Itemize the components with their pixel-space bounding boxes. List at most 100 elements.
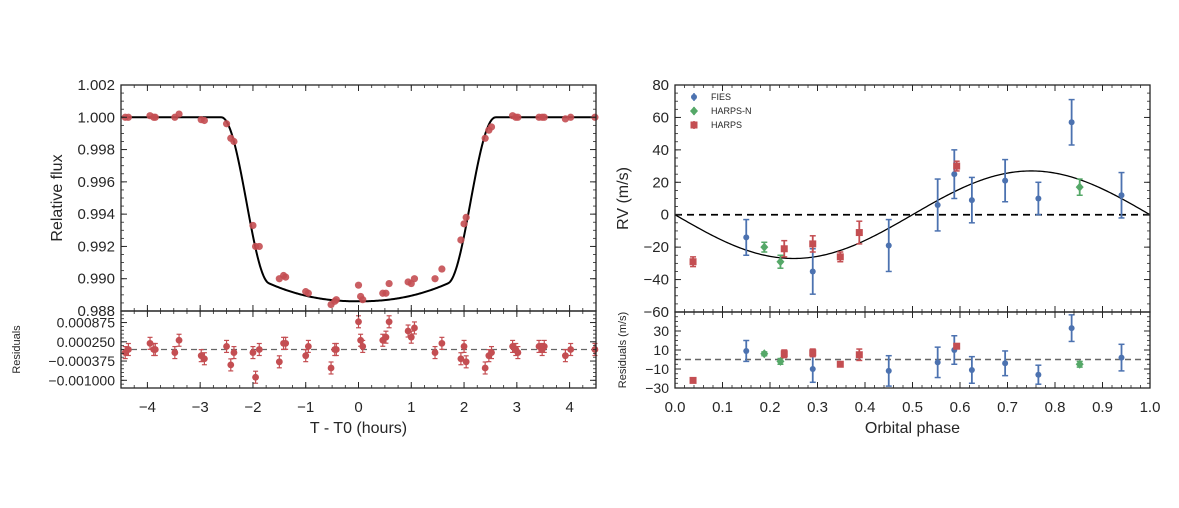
x-tick-label: 0 [354,399,362,416]
y-tick-label: 0 [661,207,669,224]
legend-marker-harps [690,121,698,129]
fies-data-point [809,268,816,275]
flux-data-point [282,273,290,281]
residual-data-point [275,358,283,366]
legend-marker-fies [691,94,697,100]
residual-harps-data-point [855,351,863,359]
residual-fies-data-point [968,366,975,373]
fies-data-point [1002,177,1009,184]
y-tick-label: 40 [652,142,669,159]
y-axis-label: RV (m/s) [615,167,632,230]
rv-model-curve [674,170,1151,260]
x-tick-label: −3 [192,399,209,416]
radial-velocity-plot: −60 −40 −20 0 20 40 60 80 RV (m/s) FIES HARPS-N HAR… [615,77,1160,437]
harps-data-point [689,258,697,266]
residual-data-point [146,339,154,347]
y-tick-label: 60 [652,109,669,126]
y-tick-label: 0.990 [77,271,115,288]
top-panel-frame [120,84,597,312]
residual-data-point [227,361,235,369]
residual-harps-n-data-point [1075,359,1084,369]
flux-data-point [175,110,183,118]
x-tick-label: −4 [139,399,156,416]
residual-data-point [200,355,208,363]
residual-data-point [327,364,335,372]
residual-y-axis-label: Residuals (m/s) [617,312,629,388]
y-tick-label: −0.000375 [48,353,115,369]
residual-data-point [124,346,132,353]
x-tick-label: 4 [565,399,573,416]
harps-n-data-point [776,257,785,267]
x-tick-label: 0.4 [855,399,876,416]
flux-data-point [438,265,446,273]
harps-n-data-point [1075,182,1084,192]
residual-data-point [151,346,159,353]
residual-fies-data-point [1068,325,1075,332]
residual-data-point [514,349,522,356]
y-tick-label: −30 [645,380,669,396]
x-tick-label: 0.9 [1092,399,1113,416]
fies-data-point [743,234,750,241]
y-tick-label: −10 [645,361,669,377]
residual-harps-data-point [809,349,817,357]
y-tick-label: 0.000250 [57,334,116,350]
residual-fies-data-point [809,366,816,372]
residual-data-point [561,352,569,360]
x-tick-label: 0.5 [902,399,923,416]
flux-data-point [255,242,263,251]
harps-data-point [780,245,788,253]
residual-data-point [223,343,230,350]
harps-data-point [855,229,863,237]
harps-n-data-point [760,242,769,252]
y-axis-label: Relative flux [49,154,66,241]
flux-data-point [457,236,465,244]
residual-fies-data-point [1118,354,1125,361]
fies-data-point [1118,192,1125,199]
y-tick-label: 1.002 [77,77,115,94]
residual-data-point [460,343,468,350]
y-tick-label: 80 [652,77,669,94]
residual-data-point [431,349,439,356]
flux-data-point [200,116,208,125]
flux-data-point [410,275,419,283]
harps-data-point [809,240,817,248]
y-tick-label: 0.998 [77,142,115,159]
flux-data-point [385,279,393,288]
flux-data-point [230,137,238,146]
flux-data-point [514,113,522,121]
flux-data-point [460,220,468,228]
y-tick-label: 10 [653,342,669,358]
legend-label-harps-n: HARPS-N [711,106,752,116]
legend-label-harps: HARPS [711,120,742,130]
residual-data-point [540,343,548,350]
flux-data-point [151,113,159,121]
flux-data-point [354,281,363,289]
fies-data-point [934,201,941,208]
residual-data-point [407,333,415,341]
x-tick-label: 3 [513,399,521,416]
flux-data-point [222,120,231,128]
flux-data-point [567,113,575,121]
residual-data-point [411,324,418,332]
y-tick-label: 1.000 [77,109,115,126]
y-tick-label: −20 [644,239,669,256]
residual-data-point [404,327,412,335]
x-tick-label: 0.8 [1045,399,1066,416]
residual-data-point [438,339,446,347]
residual-fies-data-point [934,359,941,366]
harps-data-point [836,253,844,261]
residual-data-point [249,349,257,356]
residual-data-point [488,349,495,356]
flux-data-point [540,113,548,121]
x-tick-label: 1.0 [1140,399,1161,416]
residual-data-point [462,358,470,366]
residual-harps-data-point [780,350,788,358]
y-tick-label: 0.988 [77,303,115,320]
fies-data-point [1068,119,1075,126]
residual-data-point [255,346,263,353]
residual-harps-n-data-point [760,349,769,359]
residual-data-point [355,318,362,326]
flux-data-point [382,289,390,297]
harps-data-point [953,162,961,170]
